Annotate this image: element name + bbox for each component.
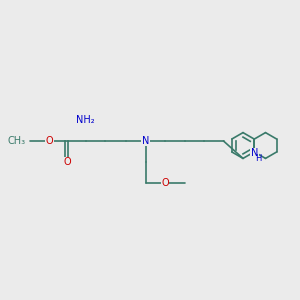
Text: O: O bbox=[161, 178, 169, 188]
Text: NH₂: NH₂ bbox=[76, 115, 95, 125]
Text: H: H bbox=[255, 154, 261, 163]
Text: N: N bbox=[250, 148, 258, 158]
Text: CH₃: CH₃ bbox=[8, 136, 26, 146]
Text: N: N bbox=[250, 148, 258, 158]
Text: O: O bbox=[46, 136, 53, 146]
Text: O: O bbox=[64, 157, 71, 167]
Text: N: N bbox=[142, 136, 149, 146]
